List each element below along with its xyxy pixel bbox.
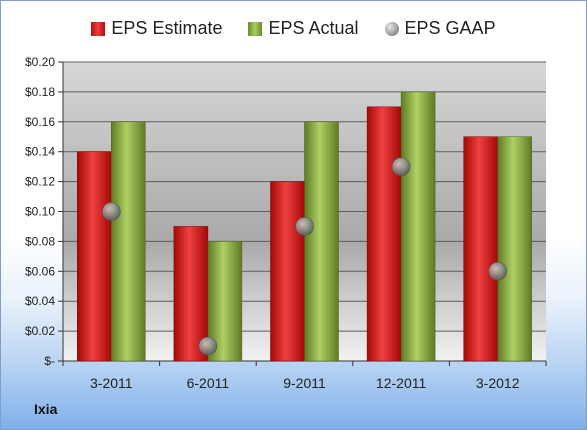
legend-swatch-actual <box>248 21 263 36</box>
legend-label-gaap: EPS GAAP <box>404 18 496 38</box>
y-tick-label: $0.02 <box>25 324 55 338</box>
marker-eps-gaap <box>295 217 314 236</box>
y-tick-label: $0.04 <box>25 294 55 308</box>
y-tick-label: $0.12 <box>25 175 55 189</box>
y-tick-label: $0.18 <box>25 85 55 99</box>
marker-eps-gaap <box>391 157 411 176</box>
legend-item-actual: EPS Actual <box>248 18 359 39</box>
y-tick-label: $0.06 <box>25 264 55 278</box>
x-tick-label: 9-2011 <box>283 375 326 391</box>
bar-eps-actual <box>111 121 146 362</box>
y-tick-label: $0.20 <box>25 55 55 69</box>
y-tick-label: $- <box>44 354 55 368</box>
bar-eps-actual <box>400 91 436 362</box>
legend-label-actual: EPS Actual <box>268 18 359 38</box>
x-tick-label: 6-2011 <box>187 375 230 391</box>
marker-eps-gaap <box>488 261 508 281</box>
legend-swatch-estimate <box>91 21 106 36</box>
legend: EPS Estimate EPS Actual EPS GAAP <box>1 18 586 39</box>
bar-eps-estimate <box>366 106 402 362</box>
legend-item-gaap: EPS GAAP <box>384 18 496 39</box>
y-tick-label: $0.14 <box>25 145 55 159</box>
legend-swatch-gaap <box>384 21 399 36</box>
bar-eps-estimate <box>463 136 498 362</box>
y-tick-label: $0.10 <box>25 205 55 219</box>
x-tick-label: 3-2012 <box>476 375 520 391</box>
bar-eps-actual <box>304 121 339 362</box>
x-tick-label: 12-2011 <box>376 375 427 391</box>
y-tick-label: $0.08 <box>25 234 55 248</box>
x-tick-label: 3-2011 <box>90 375 133 391</box>
marker-eps-gaap <box>198 336 218 356</box>
bar-eps-estimate <box>173 226 209 362</box>
y-tick-label: $0.16 <box>25 115 55 129</box>
bar-eps-actual <box>497 136 532 362</box>
marker-eps-gaap <box>102 202 121 221</box>
legend-item-estimate: EPS Estimate <box>91 18 222 39</box>
bar-eps-estimate <box>270 181 305 362</box>
company-name: Ixia <box>34 401 58 417</box>
bar-eps-estimate <box>77 151 112 362</box>
legend-label-estimate: EPS Estimate <box>111 18 223 38</box>
